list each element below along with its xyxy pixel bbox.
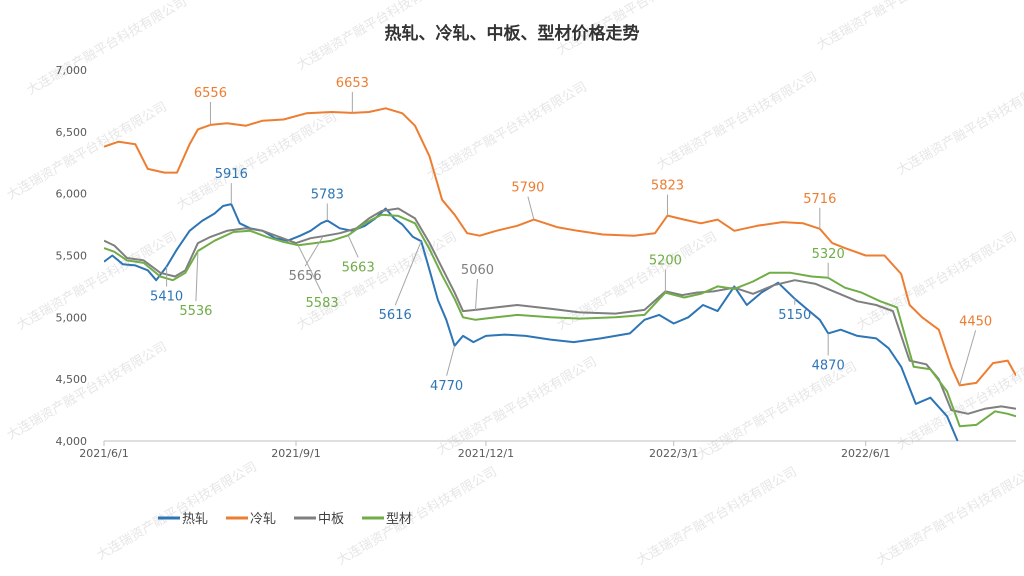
data-label: 4870 bbox=[812, 358, 845, 373]
x-axis: 2021/6/1 2021/9/1 2021/12/1 2022/3/1 2022/6/… bbox=[79, 440, 1016, 460]
x-tick-label: 2022/6/1 bbox=[841, 447, 890, 460]
y-tick-label: 7,000 bbox=[56, 64, 88, 77]
watermark-text: 大连瑞资产融平台科技有限公司 bbox=[4, 339, 170, 444]
watermark-text: 大连瑞资产融平台科技有限公司 bbox=[434, 354, 600, 459]
data-label: 6556 bbox=[194, 86, 227, 101]
series-line-中板 bbox=[104, 207, 1016, 415]
data-label: 5410 bbox=[150, 290, 183, 305]
legend-label: 型材 bbox=[386, 512, 412, 527]
data-label: 5616 bbox=[379, 308, 412, 323]
series-layer bbox=[104, 107, 1016, 441]
y-tick-label: 5,500 bbox=[56, 250, 88, 263]
annotation-leader bbox=[474, 278, 478, 310]
y-tick-label: 4,500 bbox=[56, 373, 88, 386]
data-label: 6653 bbox=[336, 76, 369, 91]
watermark-layer: 大连瑞资产融平台科技有限公司 大连瑞资产融平台科技有限公司 大连瑞资产融平台科技有限… bbox=[4, 0, 1024, 568]
data-label: 5663 bbox=[342, 260, 375, 275]
watermark-text: 大连瑞资产融平台科技有限公司 bbox=[24, 0, 190, 98]
data-label: 5916 bbox=[215, 167, 248, 182]
watermark-text: 大连瑞资产融平台科技有限公司 bbox=[14, 229, 180, 334]
x-tick-label: 2022/3/1 bbox=[649, 447, 698, 460]
series-line-热轧 bbox=[104, 203, 959, 441]
y-tick-label: 6,000 bbox=[56, 188, 88, 201]
watermark-text: 大连瑞资产融平台科技有限公司 bbox=[634, 464, 800, 569]
watermark-text: 大连瑞资产融平台科技有限公司 bbox=[894, 74, 1024, 179]
annotation-leader bbox=[446, 345, 456, 376]
legend: 热轧 冷轧 中板 型材 bbox=[158, 512, 412, 527]
data-label: 5716 bbox=[803, 192, 836, 207]
data-label: 4450 bbox=[959, 314, 992, 329]
data-label: 5060 bbox=[461, 263, 494, 278]
data-label: 5200 bbox=[649, 254, 682, 269]
y-tick-label: 5,000 bbox=[56, 311, 88, 324]
data-label: 5583 bbox=[306, 296, 339, 311]
chart-title: 热轧、冷轧、中板、型材价格走势 bbox=[385, 23, 640, 44]
watermark-text: 大连瑞资产融平台科技有限公司 bbox=[814, 0, 980, 53]
data-label: 5783 bbox=[311, 188, 344, 203]
data-label: 5320 bbox=[812, 247, 845, 262]
watermark-text: 大连瑞资产融平台科技有限公司 bbox=[874, 464, 1024, 569]
x-tick-label: 2021/9/1 bbox=[271, 447, 320, 460]
watermark-text: 大连瑞资产融平台科技有限公司 bbox=[654, 69, 820, 174]
annotation-leader bbox=[347, 235, 359, 258]
y-tick-label: 4,000 bbox=[56, 435, 88, 448]
series-line-冷轧 bbox=[104, 107, 1016, 387]
data-label: 5790 bbox=[511, 181, 544, 196]
annotation-leader bbox=[959, 330, 977, 386]
data-label: 5823 bbox=[651, 179, 684, 194]
watermark-text: 大连瑞资产融平台科技有限公司 bbox=[424, 79, 590, 184]
data-label: 4770 bbox=[430, 379, 463, 394]
annotation-leader bbox=[195, 251, 199, 302]
watermark-text: 大连瑞资产融平台科技有限公司 bbox=[94, 459, 260, 564]
x-tick-label: 2021/12/1 bbox=[458, 447, 514, 460]
y-tick-label: 6,500 bbox=[56, 126, 88, 139]
watermark-text: 大连瑞资产融平台科技有限公司 bbox=[334, 464, 500, 569]
annotation-leader bbox=[297, 245, 323, 294]
y-axis: 4,000 4,500 5,000 5,500 6,000 6,500 7,000 bbox=[56, 64, 88, 448]
annotation-leader bbox=[304, 235, 324, 267]
legend-label: 中板 bbox=[318, 512, 344, 527]
watermark-text: 大连瑞资产融平台科技有限公司 bbox=[854, 229, 1020, 334]
watermark-text: 大连瑞资产融平台科技有限公司 bbox=[694, 359, 860, 464]
x-tick-label: 2021/6/1 bbox=[79, 447, 128, 460]
series-line-型材 bbox=[104, 213, 1016, 428]
annotation-leader bbox=[394, 240, 422, 306]
data-label: 5656 bbox=[289, 269, 322, 284]
legend-label: 热轧 bbox=[182, 512, 208, 527]
annotation-leader bbox=[527, 196, 535, 220]
annotation-layer: 5916 5783 5410 5616 4770 5150 4870 6556 6653 5790… bbox=[150, 76, 992, 394]
legend-label: 冷轧 bbox=[250, 512, 276, 527]
data-label: 5150 bbox=[778, 308, 811, 323]
data-label: 5536 bbox=[179, 304, 212, 319]
